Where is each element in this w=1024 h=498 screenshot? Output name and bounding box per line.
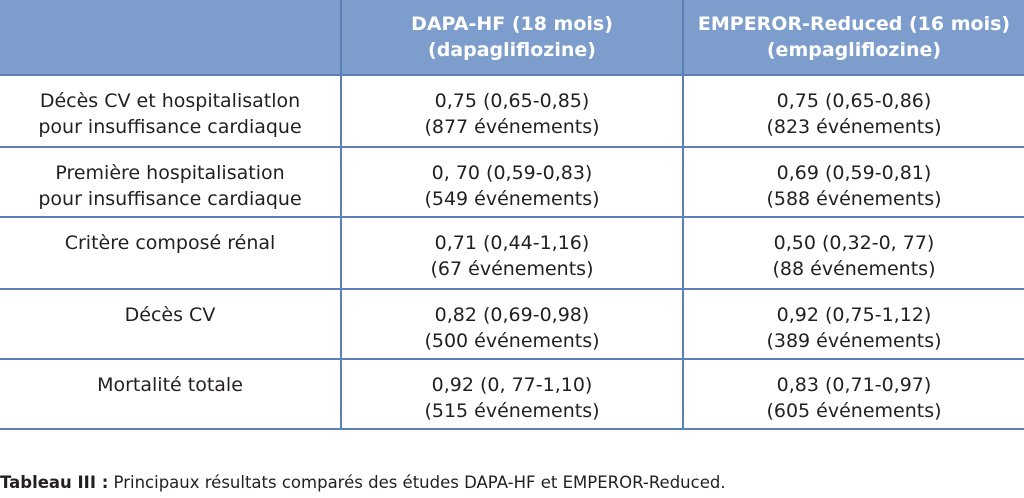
dapa-hr: 0,92 (0, 77-1,10) <box>431 374 593 396</box>
dapa-value-cell: 0,71 (0,44-1,16) (67 événements) <box>340 216 684 290</box>
emperor-value-cell: 0,92 (0,75-1,12) (389 événements) <box>682 288 1024 360</box>
dapa-events: (67 événements) <box>430 258 594 280</box>
dapa-hr: 0, 70 (0,59-0,83) <box>431 162 593 184</box>
dapa-hr: 0,75 (0,65-0,85) <box>434 90 590 112</box>
dapa-value-cell: 0,92 (0, 77-1,10) (515 événements) <box>340 358 684 430</box>
header-dapa-title: DAPA-HF (18 mois) <box>411 13 613 35</box>
emperor-hr: 0,50 (0,32-0, 77) <box>773 232 935 254</box>
dapa-events: (515 événements) <box>424 400 600 422</box>
row-label-line1: Décès CV <box>124 304 216 326</box>
table-caption: Tableau III : Principaux résultats compa… <box>0 472 726 494</box>
dapa-hr: 0,71 (0,44-1,16) <box>434 232 590 254</box>
emperor-hr: 0,83 (0,71-0,97) <box>776 374 932 396</box>
row-label-cell: Mortalité totale <box>0 358 342 430</box>
dapa-value-cell: 0,75 (0,65-0,85) (877 événements) <box>340 74 684 148</box>
table-row: Décès CV et hospitalisatlon pour insuffi… <box>0 74 1024 148</box>
dapa-hr: 0,82 (0,69-0,98) <box>434 304 590 326</box>
row-label-cell: Critère composé rénal <box>0 216 342 290</box>
table-row: Mortalité totale 0,92 (0, 77-1,10) (515 … <box>0 358 1024 430</box>
row-label-line1: Mortalité totale <box>97 374 243 396</box>
emperor-events: (88 événements) <box>772 258 936 280</box>
emperor-value-cell: 0,75 (0,65-0,86) (823 événements) <box>682 74 1024 148</box>
row-label-cell: Décès CV <box>0 288 342 360</box>
header-cell-emperor-reduced: EMPEROR-Reduced (16 mois) (empagliflozin… <box>682 0 1024 76</box>
table-row: Décès CV 0,82 (0,69-0,98) (500 événement… <box>0 288 1024 360</box>
row-label-cell: Décès CV et hospitalisatlon pour insuffi… <box>0 74 342 148</box>
emperor-value-cell: 0,83 (0,71-0,97) (605 événements) <box>682 358 1024 430</box>
dapa-value-cell: 0, 70 (0,59-0,83) (549 événements) <box>340 146 684 218</box>
emperor-hr: 0,69 (0,59-0,81) <box>776 162 932 184</box>
row-label-line1: Décès CV et hospitalisatlon <box>39 90 301 112</box>
emperor-hr: 0,75 (0,65-0,86) <box>776 90 932 112</box>
dapa-events: (877 événements) <box>424 116 600 138</box>
emperor-value-cell: 0,69 (0,59-0,81) (588 événements) <box>682 146 1024 218</box>
dapa-events: (549 événements) <box>424 188 600 210</box>
row-label-cell: Première hospitalisation pour insuffisan… <box>0 146 342 218</box>
emperor-value-cell: 0,50 (0,32-0, 77) (88 événements) <box>682 216 1024 290</box>
table-row: Première hospitalisation pour insuffisan… <box>0 146 1024 218</box>
emperor-hr: 0,92 (0,75-1,12) <box>776 304 932 326</box>
header-cell-dapa-hf: DAPA-HF (18 mois) (dapagliflozine) <box>340 0 684 76</box>
header-emperor-title: EMPEROR-Reduced (16 mois) <box>697 13 1011 35</box>
results-table: DAPA-HF (18 mois) (dapagliflozine) EMPER… <box>0 0 1024 430</box>
emperor-events: (588 événements) <box>766 188 942 210</box>
dapa-value-cell: 0,82 (0,69-0,98) (500 événements) <box>340 288 684 360</box>
caption-text: Principaux résultats comparés des études… <box>108 473 726 492</box>
dapa-events: (500 événements) <box>424 330 600 352</box>
header-emperor-drug: (empagliflozine) <box>766 39 942 61</box>
header-dapa-drug: (dapagliflozine) <box>428 39 596 61</box>
emperor-events: (389 événements) <box>766 330 942 352</box>
row-label-line2: pour insuffisance cardiaque <box>38 116 302 138</box>
row-label-line2: pour insuffisance cardiaque <box>38 188 302 210</box>
header-row: DAPA-HF (18 mois) (dapagliflozine) EMPER… <box>0 0 1024 76</box>
emperor-events: (605 événements) <box>766 400 942 422</box>
header-cell-empty <box>0 0 342 76</box>
row-label-line1: Critère composé rénal <box>64 232 276 254</box>
table-row: Critère composé rénal 0,71 (0,44-1,16) (… <box>0 216 1024 290</box>
row-label-line1: Première hospitalisation <box>55 162 285 184</box>
emperor-events: (823 événements) <box>766 116 942 138</box>
caption-label: Tableau III : <box>0 473 109 492</box>
